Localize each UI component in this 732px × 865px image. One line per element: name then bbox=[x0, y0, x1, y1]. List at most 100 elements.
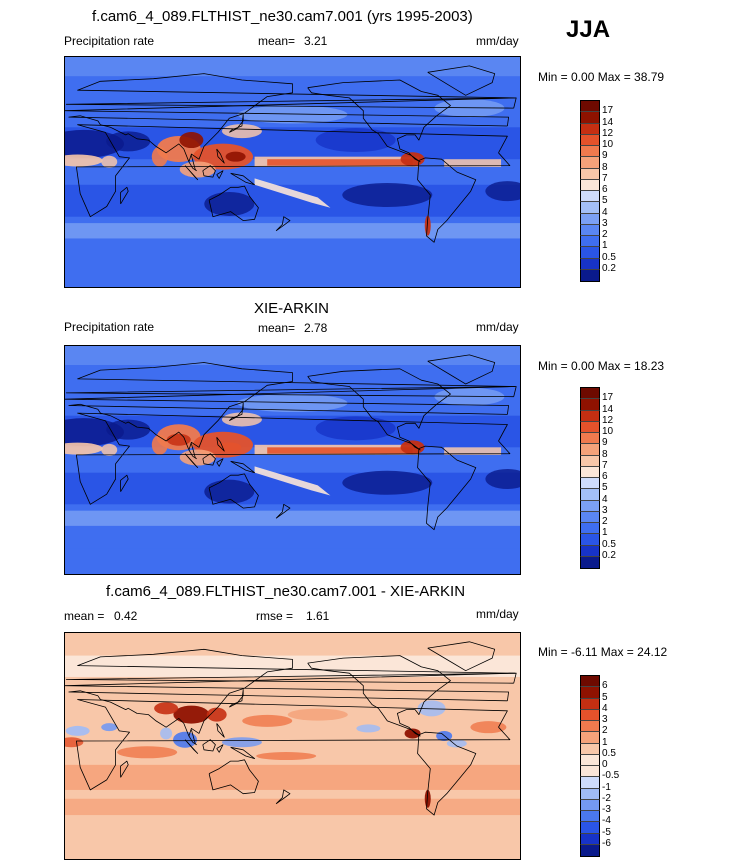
colorbar-tick-label: 7 bbox=[602, 459, 608, 471]
panel2-title: XIE-ARKIN bbox=[254, 300, 330, 317]
colorbar-box bbox=[580, 111, 600, 124]
colorbar-tick-label: 2 bbox=[602, 229, 608, 240]
panel3-map bbox=[64, 632, 521, 860]
ne-pacific-dry bbox=[315, 128, 396, 153]
colorbar-box bbox=[580, 167, 600, 180]
coastline bbox=[208, 473, 259, 509]
coastline bbox=[417, 731, 477, 816]
maritime-continent bbox=[179, 449, 216, 466]
colorbar-box bbox=[580, 100, 600, 113]
colorbar-box bbox=[580, 156, 600, 169]
colorbar-box bbox=[580, 432, 600, 445]
colorbar-box bbox=[580, 499, 600, 512]
coastline bbox=[417, 445, 477, 531]
colorbar-tick-label: 5 bbox=[602, 482, 608, 494]
coastline bbox=[208, 759, 259, 795]
colorbar-box bbox=[580, 544, 600, 557]
colorbar-box bbox=[580, 477, 600, 490]
australia-dry bbox=[204, 191, 255, 216]
colorbar-box bbox=[580, 465, 600, 478]
colorbar-box bbox=[580, 443, 600, 456]
colorbar-tick-label: 0.5 bbox=[602, 747, 616, 759]
coastline bbox=[65, 672, 517, 684]
panel3-units: mm/day bbox=[476, 607, 519, 621]
ne-pacific-dry bbox=[315, 416, 396, 441]
colorbar-tick-label: 0.5 bbox=[602, 251, 616, 263]
colorbar-box bbox=[580, 832, 600, 845]
arabia-dry bbox=[106, 419, 151, 440]
coastline bbox=[275, 789, 291, 805]
colorbar-box bbox=[580, 398, 600, 411]
colorbar-tick-label: 9 bbox=[602, 437, 608, 449]
colorbar-tick-label: 2 bbox=[602, 725, 608, 737]
coastline bbox=[216, 744, 224, 753]
se-atlantic-dry bbox=[485, 181, 520, 202]
colorbar-tick-label: 0.5 bbox=[602, 538, 616, 550]
colorbar-tick-label: 4 bbox=[602, 702, 608, 714]
colorbar-box bbox=[580, 201, 600, 214]
colorbar-tick-label: 9 bbox=[602, 150, 608, 162]
coastline bbox=[307, 79, 451, 163]
colorbar-box bbox=[580, 776, 600, 789]
coastline bbox=[202, 165, 216, 178]
coastline bbox=[229, 114, 244, 133]
colorbar-box bbox=[580, 145, 600, 158]
colorbar-tick-label: -4 bbox=[602, 815, 611, 827]
chile-max bbox=[424, 215, 431, 236]
colorbar-box bbox=[580, 454, 600, 467]
coastline bbox=[216, 170, 224, 179]
colorbar-tick-label: 3 bbox=[602, 217, 608, 229]
colorbar-tick-label: 6 bbox=[602, 680, 608, 692]
negative-bias bbox=[101, 723, 118, 732]
colorbar-tick-label: 10 bbox=[602, 426, 614, 437]
negative-bias bbox=[356, 724, 381, 733]
colorbar-box bbox=[580, 420, 600, 433]
panel2-variable-label: Precipitation rate bbox=[64, 320, 155, 334]
ethiopia bbox=[101, 443, 118, 456]
central-america bbox=[400, 440, 425, 455]
positive-bias bbox=[256, 752, 317, 761]
colorbar-box bbox=[580, 178, 600, 191]
negative-bias bbox=[173, 731, 198, 748]
colorbar-box bbox=[580, 787, 600, 800]
panel1-colorbar: 17 14 12 10 9 8 7 6 5 4 3 2 1 0.5 0.2 bbox=[580, 100, 640, 282]
colorbar-box bbox=[580, 765, 600, 778]
coastline bbox=[216, 723, 225, 738]
colorbar-tick-label: 0 bbox=[602, 759, 608, 770]
colorbar-tick-label: 0.2 bbox=[602, 549, 616, 561]
colorbar-tick-label: 17 bbox=[602, 105, 614, 117]
colorbar-tick-label: 0.2 bbox=[602, 262, 616, 274]
n-pacific-storm-track bbox=[237, 394, 348, 412]
colorbar-box bbox=[580, 235, 600, 248]
baiu-front bbox=[221, 124, 262, 139]
coastline bbox=[65, 386, 517, 398]
panel3-rmse-value: 1.61 bbox=[306, 609, 330, 623]
philippine-sea-max bbox=[225, 151, 246, 162]
season-label: JJA bbox=[566, 16, 611, 43]
ethiopia bbox=[101, 155, 118, 168]
coastline bbox=[427, 641, 496, 672]
colorbar-tick-label: -6 bbox=[602, 837, 611, 849]
panel2-minmax: Min = 0.00 Max = 18.23 bbox=[538, 359, 665, 373]
coastline bbox=[65, 648, 516, 737]
colorbar-tick-label: 5 bbox=[602, 691, 608, 703]
map-background bbox=[65, 57, 520, 287]
coastline bbox=[307, 655, 451, 737]
positive-bias bbox=[206, 707, 227, 722]
coastline bbox=[120, 186, 129, 205]
west-africa-monsoon bbox=[65, 442, 103, 455]
panel2-map bbox=[64, 345, 521, 575]
colorbar-tick-label: 3 bbox=[602, 714, 608, 725]
panel2-units: mm/day bbox=[476, 320, 519, 334]
colorbar-tick-label: 6 bbox=[602, 471, 608, 482]
negative-bias bbox=[417, 700, 446, 717]
coastline bbox=[229, 689, 244, 708]
coastline bbox=[184, 739, 199, 754]
colorbar-box bbox=[580, 555, 600, 569]
colorbar-tick-label: 6 bbox=[602, 184, 608, 195]
colorbar-tick-label: 12 bbox=[602, 127, 614, 139]
colorbar-tick-label: -1 bbox=[602, 781, 611, 793]
colorbar-box bbox=[580, 843, 600, 857]
colorbar-box bbox=[580, 697, 600, 710]
colorbar-box bbox=[580, 821, 600, 834]
